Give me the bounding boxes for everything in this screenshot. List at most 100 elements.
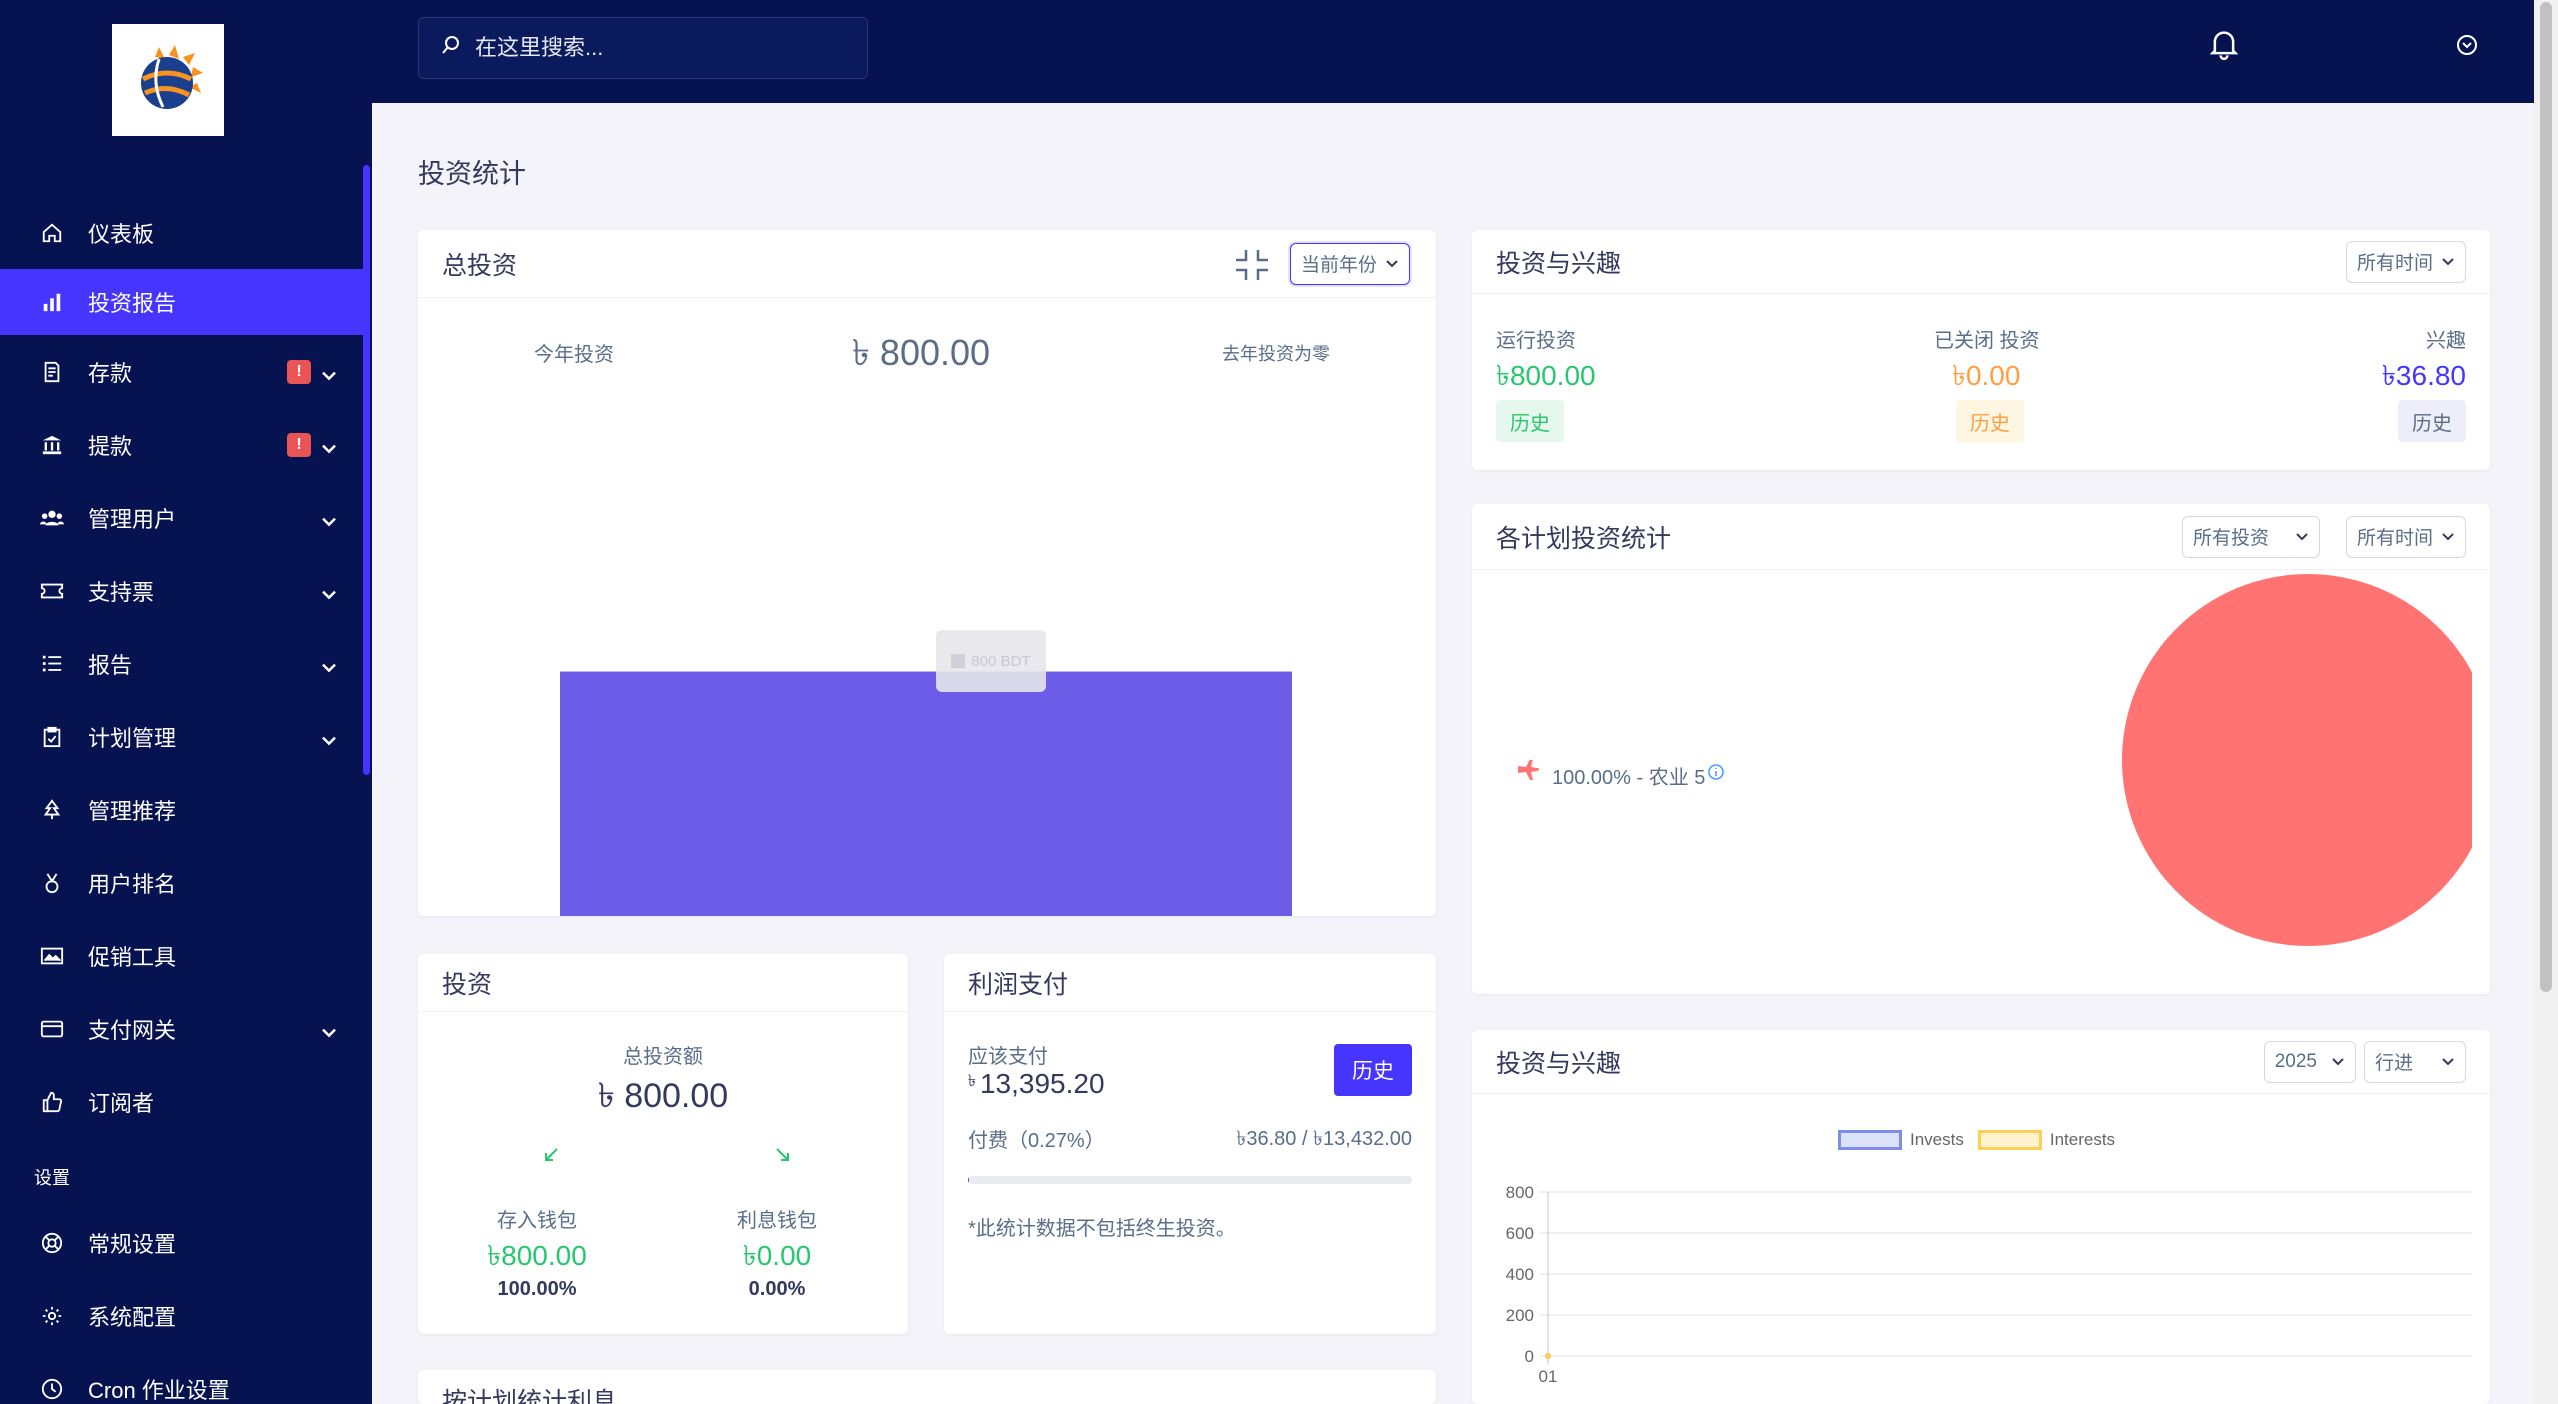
arrow-down-right-icon (774, 1146, 792, 1169)
chevron-down-icon (321, 434, 337, 460)
select-value: 所有时间 (2356, 528, 2433, 549)
chevron-down-icon (2331, 1051, 2345, 1073)
legend-swatch-invests (1838, 1130, 1902, 1150)
clipboard-icon (38, 723, 66, 751)
pie-slice (2122, 574, 2472, 946)
sidebar-item-plan-management[interactable]: 计划管理 (0, 700, 363, 773)
y-tick-label: 200 (1506, 1306, 1534, 1325)
notification-bell-icon[interactable] (2209, 28, 2239, 65)
card-title: 投资与兴趣 (1496, 1049, 1622, 1078)
pie-legend-item: 100.00% - 农业 5 (1516, 759, 1725, 790)
line-chart-legend: Invests Interests (1838, 1130, 2115, 1150)
alert-badge: ! (287, 432, 311, 457)
chevron-down-icon (1385, 253, 1399, 275)
period-select-value: 当前年份 (1301, 255, 1378, 276)
sidebar-item-deposits[interactable]: 存款 ! (0, 335, 363, 408)
sidebar-scrollbar[interactable] (363, 165, 370, 775)
chevron-down-icon (2441, 526, 2455, 548)
sidebar-item-label: 常规设置 (88, 1231, 177, 1257)
arrow-down-left-icon (542, 1146, 560, 1169)
sidebar-item-reports[interactable]: 报告 (0, 627, 363, 700)
sidebar-item-manage-users[interactable]: 管理用户 (0, 481, 363, 554)
interest-history-button[interactable]: 历史 (2398, 400, 2466, 442)
chevron-down-icon (2441, 1051, 2455, 1073)
plan-interest-stats-card: 按计划统计利息 (418, 1370, 1436, 1404)
page-scrollbar[interactable] (2534, 0, 2558, 1404)
card-header: 投资与兴趣 2025 行进 (1472, 1030, 2490, 1094)
legend-label-invests: Invests (1910, 1130, 1964, 1149)
thumbs-up-icon (38, 1088, 66, 1116)
card-title: 投资 (442, 970, 493, 999)
sidebar-item-promotion-tools[interactable]: 促销工具 (0, 919, 363, 992)
chevron-down-icon (2441, 251, 2455, 273)
period-select[interactable]: 所有时间 (2345, 515, 2466, 558)
closed-invest-label: 已关闭 投资 (1934, 330, 2040, 352)
page-scrollbar-thumb[interactable] (2540, 2, 2552, 992)
invest-filter-select[interactable]: 所有投资 (2181, 515, 2320, 558)
search-box[interactable] (418, 17, 868, 79)
sidebar-item-user-ranking[interactable]: 用户排名 (0, 846, 363, 919)
site-logo[interactable] (112, 24, 224, 136)
deposit-wallet-label: 存入钱包 (497, 1210, 577, 1232)
card-title: 各计划投资统计 (1496, 524, 1672, 553)
sidebar-item-withdrawals[interactable]: 提款 ! (0, 408, 363, 481)
interest-label: 兴趣 (2426, 330, 2466, 352)
history-button[interactable]: 历史 (1334, 1044, 1412, 1096)
info-icon[interactable] (1707, 763, 1725, 787)
card-title: 总投资 (442, 251, 518, 280)
running-history-button[interactable]: 历史 (1496, 400, 1564, 442)
sidebar-item-label: 系统配置 (88, 1304, 177, 1330)
period-select[interactable]: 当前年份 (1290, 242, 1411, 285)
mode-select[interactable]: 行进 (2364, 1040, 2466, 1083)
bank-icon (38, 431, 66, 459)
sidebar-item-label: 仪表板 (88, 221, 155, 247)
card-title: 利润支付 (968, 970, 1069, 999)
tooltip-text: 800 BDT (971, 652, 1031, 670)
sidebar-item-label: 支持票 (88, 579, 155, 605)
pie-legend-label: 100.00% - 农业 5 (1552, 766, 1706, 789)
logo-globe-icon (141, 45, 203, 109)
series-point-interests (1545, 1353, 1551, 1359)
sidebar-item-manage-referrals[interactable]: 管理推荐 (0, 773, 363, 846)
deposit-wallet-percent: 100.00% (497, 1278, 577, 1300)
sidebar-item-cron-settings[interactable]: Cron 作业设置 (0, 1352, 363, 1404)
sidebar-item-payment-gateways[interactable]: 支付网关 (0, 992, 363, 1065)
compress-icon[interactable] (1234, 248, 1270, 289)
chevron-down-icon (321, 653, 337, 679)
sidebar-item-system-config[interactable]: 系统配置 (0, 1279, 363, 1352)
closed-history-button[interactable]: 历史 (1956, 400, 2024, 442)
total-invest-bar-chart (560, 671, 1292, 916)
topbar (372, 0, 2534, 103)
running-invest-value: ৳800.00 (1496, 360, 1596, 391)
card-header: 利润支付 (944, 954, 1436, 1012)
sidebar-item-support-tickets[interactable]: 支持票 (0, 554, 363, 627)
sidebar-item-invest-report[interactable]: 投资报告 (0, 269, 363, 335)
chevron-down-icon (321, 507, 337, 533)
sidebar-item-label: 促销工具 (88, 944, 177, 970)
period-select[interactable]: 所有时间 (2345, 240, 2466, 283)
interest-wallet-value: ৳0.00 (742, 1240, 812, 1271)
invest-interest-line-chart: 800 600 400 200 0 01 (1506, 1183, 2472, 1386)
sidebar-item-label: 管理推荐 (88, 798, 177, 824)
year-select[interactable]: 2025 (2263, 1040, 2356, 1083)
card-header: 总投资 当前年份 (418, 230, 1436, 298)
running-invest-label: 运行投资 (1496, 330, 1576, 352)
select-value: 所有投资 (2192, 528, 2269, 549)
bar-chart-icon (38, 288, 66, 316)
plane-icon (1516, 759, 1540, 790)
sidebar-nav: 仪表板 投资报告 存款 ! 提款 ! 管理用户 支持票 (0, 196, 363, 1404)
gear-icon (38, 1302, 66, 1330)
y-tick-label: 800 (1506, 1183, 1534, 1202)
due-payment-label: 应该支付 (968, 1046, 1048, 1068)
legend-swatch-interests (1977, 1130, 2042, 1150)
select-value: 行进 (2375, 1053, 2414, 1074)
sidebar-item-dashboard[interactable]: 仪表板 (0, 196, 363, 269)
deposit-wallet-value: ৳800.00 (487, 1240, 587, 1271)
due-payment-value: 13,395.20 (979, 1068, 1105, 1099)
sidebar-item-general-settings[interactable]: 常规设置 (0, 1206, 363, 1279)
closed-invest-value: ৳0.00 (1952, 360, 2021, 391)
sidebar-item-subscribers[interactable]: 订阅者 (0, 1065, 363, 1138)
chevron-down-icon (321, 1018, 337, 1044)
user-dropdown-icon[interactable] (2456, 34, 2478, 61)
search-input[interactable] (475, 35, 835, 61)
